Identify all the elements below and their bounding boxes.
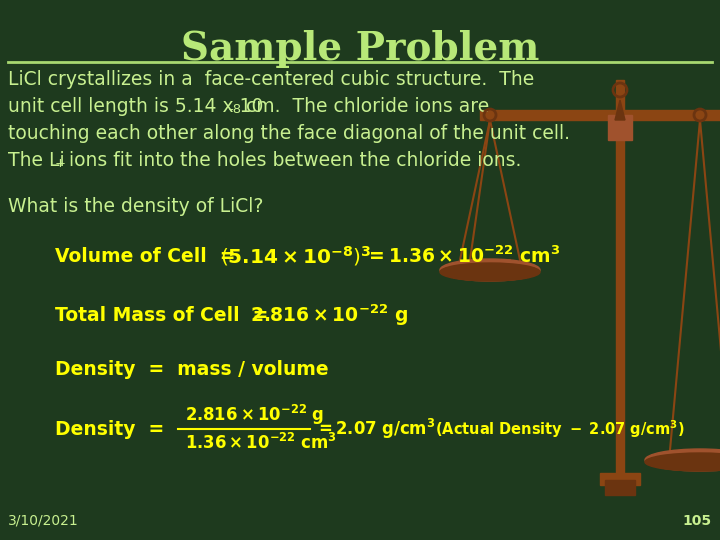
Bar bbox=[605, 480, 635, 495]
Text: $\mathbf{= 1.36\times10^{-22}\ cm^3}$: $\mathbf{= 1.36\times10^{-22}\ cm^3}$ bbox=[365, 246, 560, 267]
Text: ions fit into the holes between the chloride ions.: ions fit into the holes between the chlo… bbox=[63, 151, 521, 170]
Text: +: + bbox=[55, 157, 66, 170]
Text: cm.  The chloride ions are: cm. The chloride ions are bbox=[240, 97, 490, 116]
Text: The Li: The Li bbox=[8, 151, 65, 170]
Bar bbox=[600, 473, 640, 485]
Ellipse shape bbox=[645, 449, 720, 471]
Text: Total Mass of Cell  =: Total Mass of Cell = bbox=[55, 306, 275, 325]
Text: unit cell length is 5.14 x 10: unit cell length is 5.14 x 10 bbox=[8, 97, 264, 116]
Text: -8: -8 bbox=[228, 103, 241, 116]
Text: What is the density of LiCl?: What is the density of LiCl? bbox=[8, 197, 264, 216]
Bar bbox=[608, 115, 632, 140]
Text: $\mathbf{= 2.07\ g / cm^3}$: $\mathbf{= 2.07\ g / cm^3}$ bbox=[315, 417, 436, 441]
Bar bbox=[616, 80, 624, 480]
Text: $\mathbf{(Actual\ Density\ -\ 2.07\ g / cm^3)}$: $\mathbf{(Actual\ Density\ -\ 2.07\ g / … bbox=[435, 418, 685, 440]
Polygon shape bbox=[615, 100, 625, 120]
Ellipse shape bbox=[440, 259, 540, 281]
Text: LiCl crystallizes in a  face-centered cubic structure.  The: LiCl crystallizes in a face-centered cub… bbox=[8, 70, 534, 89]
Bar bbox=[480, 110, 720, 120]
Text: Density  =  mass / volume: Density = mass / volume bbox=[55, 360, 328, 379]
Text: $\mathbf{\left(5.14\times10^{-8}\right)^3}$: $\mathbf{\left(5.14\times10^{-8}\right)^… bbox=[220, 244, 372, 268]
Text: Density  =: Density = bbox=[55, 420, 171, 438]
Ellipse shape bbox=[440, 263, 540, 281]
Ellipse shape bbox=[645, 453, 720, 471]
Text: $\mathbf{1.36\times10^{-22}\ cm^3}$: $\mathbf{1.36\times10^{-22}\ cm^3}$ bbox=[185, 433, 337, 453]
Text: Sample Problem: Sample Problem bbox=[181, 30, 539, 68]
Text: 3/10/2021: 3/10/2021 bbox=[8, 514, 78, 528]
Text: 105: 105 bbox=[683, 514, 712, 528]
Text: Volume of Cell  =: Volume of Cell = bbox=[55, 247, 242, 266]
Text: touching each other along the face diagonal of the unit cell.: touching each other along the face diago… bbox=[8, 124, 570, 143]
Text: $\mathbf{2.816\times10^{-22}\ g}$: $\mathbf{2.816\times10^{-22}\ g}$ bbox=[185, 403, 324, 427]
Text: $\mathbf{2.816\times10^{-22}\ g}$: $\mathbf{2.816\times10^{-22}\ g}$ bbox=[250, 303, 408, 328]
